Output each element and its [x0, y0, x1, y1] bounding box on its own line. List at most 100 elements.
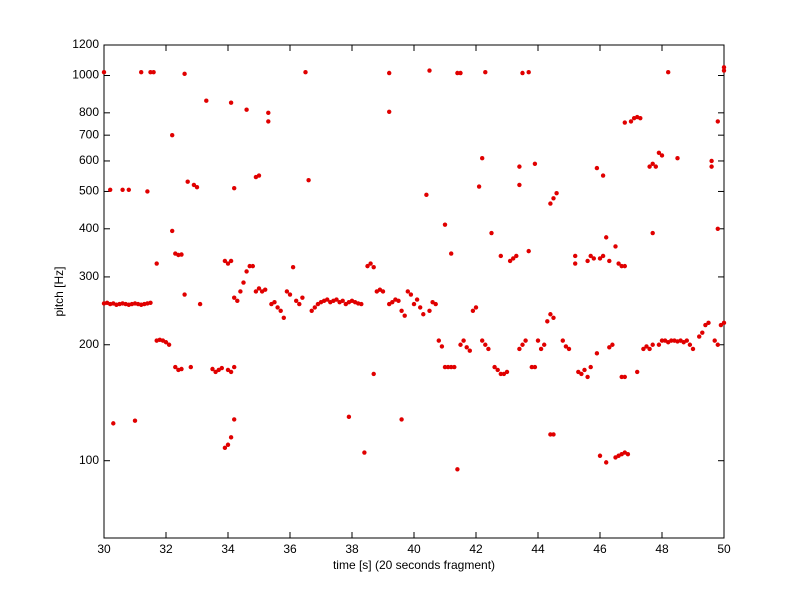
point — [625, 451, 631, 457]
point — [709, 158, 714, 164]
y-tick-label: 600 — [79, 153, 99, 167]
point — [455, 467, 460, 472]
point — [675, 155, 680, 161]
point — [185, 179, 190, 184]
point — [709, 164, 714, 169]
point — [715, 226, 720, 231]
point — [638, 115, 643, 121]
point — [588, 364, 593, 370]
y-axis-label: pitch [Hz] — [52, 266, 66, 316]
y-tick-label: 1200 — [72, 37, 99, 51]
point — [585, 258, 590, 264]
point — [427, 68, 432, 73]
point — [483, 342, 488, 347]
point — [287, 292, 293, 297]
point — [390, 299, 395, 305]
point — [582, 367, 587, 373]
point — [359, 301, 364, 307]
point — [542, 342, 547, 347]
x-tick-label: 50 — [717, 542, 731, 556]
point — [554, 190, 559, 196]
point — [411, 301, 417, 307]
point — [495, 367, 500, 373]
point — [278, 308, 283, 313]
point — [173, 364, 178, 370]
point — [464, 345, 469, 350]
point — [467, 348, 472, 353]
point — [101, 69, 107, 75]
point — [219, 365, 224, 371]
point — [371, 371, 376, 377]
point — [585, 374, 590, 380]
point — [498, 371, 503, 377]
point — [697, 334, 702, 339]
point — [653, 164, 658, 169]
point — [600, 173, 606, 178]
x-tick-label: 42 — [469, 542, 483, 556]
point — [303, 69, 308, 75]
point — [306, 177, 311, 183]
point — [721, 65, 727, 70]
point — [684, 338, 689, 343]
point — [449, 364, 454, 370]
point — [179, 252, 184, 257]
point — [718, 322, 724, 328]
point — [275, 305, 280, 310]
point — [706, 320, 711, 326]
point — [194, 184, 200, 190]
point — [300, 295, 305, 300]
point — [504, 369, 510, 375]
point — [253, 289, 259, 294]
point — [445, 364, 451, 370]
point — [244, 269, 249, 274]
point — [526, 248, 531, 254]
point — [250, 263, 255, 269]
point — [222, 258, 228, 264]
point — [563, 344, 569, 349]
point — [235, 298, 240, 304]
point — [591, 256, 596, 261]
point — [266, 119, 271, 124]
point — [687, 342, 693, 347]
point — [334, 297, 339, 302]
y-tick-label: 400 — [79, 221, 99, 235]
point — [644, 344, 649, 349]
point — [656, 342, 662, 347]
point — [721, 68, 727, 73]
point — [659, 338, 665, 343]
point — [238, 289, 243, 294]
point — [470, 308, 476, 313]
y-tick-label: 100 — [79, 453, 99, 467]
point — [399, 417, 404, 422]
point — [647, 164, 652, 169]
point — [365, 263, 370, 269]
point — [622, 120, 627, 125]
point — [610, 342, 615, 347]
x-tick-label: 46 — [593, 542, 607, 556]
point — [228, 369, 234, 375]
point — [294, 298, 299, 304]
point — [405, 289, 410, 294]
point — [517, 346, 522, 352]
point — [380, 289, 386, 294]
point — [263, 287, 268, 292]
point — [284, 289, 290, 294]
x-tick-label: 34 — [221, 542, 235, 556]
y-tick-label: 800 — [79, 105, 99, 119]
point — [458, 342, 463, 347]
point — [387, 70, 392, 76]
point — [597, 256, 603, 261]
point — [188, 364, 193, 370]
point — [421, 312, 426, 317]
point — [132, 418, 138, 423]
point — [182, 292, 187, 297]
point — [498, 253, 503, 259]
point — [197, 301, 203, 307]
point — [148, 300, 153, 305]
point — [604, 235, 609, 240]
y-tick-label: 300 — [79, 269, 99, 283]
point — [368, 261, 373, 266]
point — [408, 292, 414, 297]
point — [703, 322, 708, 328]
